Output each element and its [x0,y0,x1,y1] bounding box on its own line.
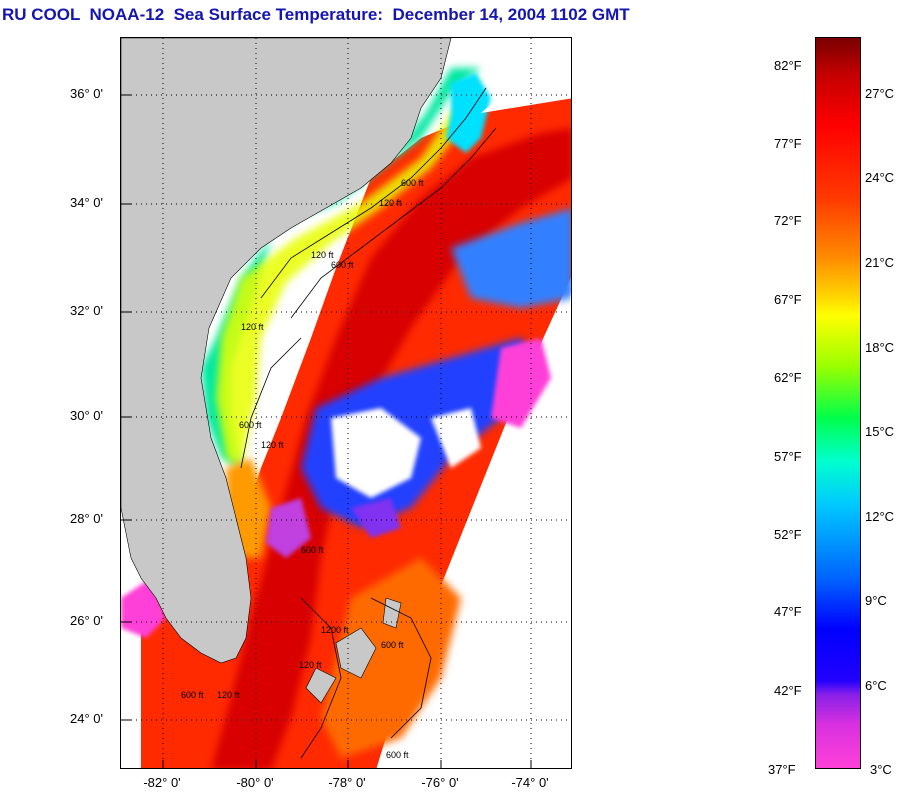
lat-label-34: 34° 0' [70,195,103,210]
colorbar-c-3: 3°C [870,762,892,777]
colorbar-c-24: 24°C [865,170,895,185]
colorbar-c-9: 9°C [865,593,887,608]
no-data-corner [481,38,571,113]
bahamas-island-3 [382,597,402,629]
lat-label-32: 32° 0' [70,303,103,318]
lat-label-36: 36° 0' [70,86,103,101]
depth-contour-120 [260,87,487,299]
lon-label-76: -76° 0' [421,775,459,790]
lat-label-24: 24° 0' [70,711,103,726]
contour-label: 120 ft [311,250,334,260]
lat-label-30: 30° 0' [70,408,103,423]
lat-label-26: 26° 0' [70,613,103,628]
sst-map-image: 120 ft 600 ft 120 ft 600 ft 120 ft 600 f… [121,38,571,768]
axis-ticks [121,94,532,768]
map-title: RU COOL NOAA-12 Sea Surface Temperature:… [2,5,630,24]
colorbar-c-27: 27°C [865,86,895,101]
contour-label: 600 ft [181,690,204,700]
contour-label: 120 ft [241,322,264,332]
lon-label-74: -74° 0' [511,775,549,790]
colorbar-c-15: 15°C [865,424,895,439]
depth-contour-bahamas [300,597,342,759]
colorbar-f-42: 42°F [774,683,802,698]
sst-map: 120 ft 600 ft 120 ft 600 ft 120 ft 600 f… [120,37,572,769]
lon-label-82: -82° 0' [143,775,181,790]
contour-label: 600 ft [386,750,409,760]
cloud-violet-patch [351,498,401,538]
colorbar-c-21: 21°C [865,255,895,270]
contour-label: 600 ft [331,260,354,270]
contour-label: 120 ft [261,440,284,450]
colorbar-f-72: 72°F [774,213,802,228]
contour-label: 120 ft [379,198,402,208]
colorbar-c-12: 12°C [865,509,895,524]
depth-contour-bank [370,597,432,739]
bahamas-island-2 [305,667,337,704]
lon-label-80: -80° 0' [236,775,274,790]
cloud-white-patch [331,408,421,498]
colorbar-f-62: 62°F [774,370,802,385]
cloud-magenta-patch [491,338,551,428]
lon-label-78: -78° 0' [328,775,366,790]
depth-contour-south [240,337,302,469]
contour-label: 600 ft [401,178,424,188]
colorbar-c-6: 6°C [865,678,887,693]
pamlico-sound [446,73,491,153]
orange-band [321,558,461,758]
colorbar-f-57: 57°F [774,449,802,464]
bahamas-island-1 [335,627,377,679]
graticule [121,38,571,768]
cloud-purple-patch [266,498,311,558]
contour-label: 120 ft [217,690,240,700]
cloud-blue-north [451,208,571,308]
colorbar-f-67: 67°F [774,292,802,307]
contour-label: 600 ft [301,545,324,555]
colorbar-f-52: 52°F [774,527,802,542]
colorbar-c-18: 18°C [865,340,895,355]
cloud-white-patch-2 [431,408,481,468]
colorbar-f-82: 82°F [774,58,802,73]
depth-contour-600 [290,127,497,319]
contour-label: 600 ft [239,420,262,430]
yellow-shelf-water [216,78,481,468]
no-data-swath-edge [501,292,571,768]
colorbar-f-47: 47°F [774,604,802,619]
contour-label: 120 ft [299,660,322,670]
colorbar-f-77: 77°F [774,136,802,151]
lat-label-28: 28° 0' [70,511,103,526]
gulf-stream-core [211,128,571,768]
contour-label: 1200 ft [321,625,349,635]
temperature-colorbar [815,37,861,769]
contour-label: 600 ft [381,640,404,650]
colorbar-f-37: 37°F [768,762,796,777]
land-mass [121,38,452,664]
